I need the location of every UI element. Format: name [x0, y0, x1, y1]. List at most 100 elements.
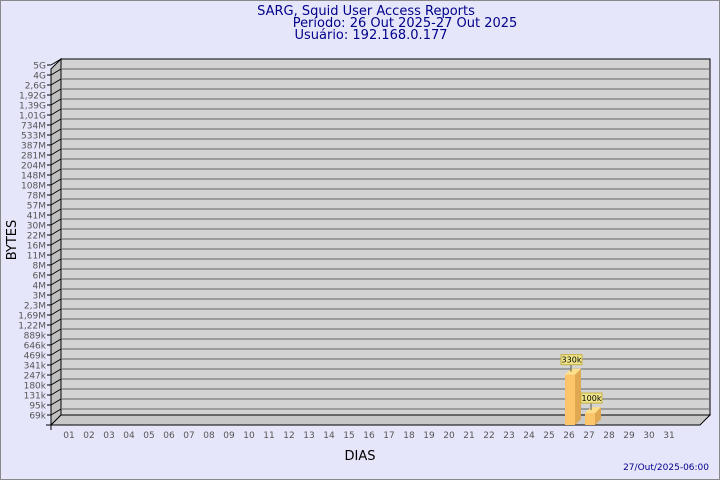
y-tick-label: 78M	[27, 192, 46, 202]
x-tick-label: 04	[123, 431, 135, 441]
x-tick-label: 26	[563, 431, 575, 441]
y-tick-label: 1,69M	[18, 312, 46, 322]
gridline-side	[50, 178, 62, 186]
x-tick-label: 27	[583, 431, 594, 441]
gridline-side	[50, 68, 62, 76]
x-tick-label: 31	[663, 431, 674, 441]
gridline-side	[50, 148, 62, 156]
gridline-side	[50, 258, 62, 266]
x-tick-label: 30	[643, 431, 655, 441]
y-axis-label: BYTES	[5, 220, 20, 261]
y-tick-label: 11M	[27, 252, 46, 262]
y-tick-label: 57M	[27, 202, 46, 212]
y-tick-label: 1,22M	[18, 322, 46, 332]
gridline-side	[50, 78, 62, 86]
gridline-side	[50, 88, 62, 96]
y-tick-label: 69k	[29, 412, 46, 422]
y-tick-label: 95k	[29, 402, 46, 412]
x-tick-label: 05	[143, 431, 154, 441]
x-tick-label: 23	[503, 431, 514, 441]
gridline-side	[50, 398, 62, 406]
gridline-side	[50, 58, 62, 66]
x-tick-label: 22	[483, 431, 494, 441]
x-tick-label: 01	[63, 431, 74, 441]
gridline-side	[50, 108, 62, 116]
gridline-side	[50, 288, 62, 296]
y-tick-label: 3M	[33, 292, 47, 302]
y-tick-label: 4M	[33, 282, 47, 292]
gridline-side	[50, 168, 62, 176]
x-tick-label: 17	[383, 431, 394, 441]
x-tick-label: 06	[163, 431, 175, 441]
y-tick-label: 646k	[24, 342, 47, 352]
gridline-side	[50, 188, 62, 196]
y-tick-label: 41M	[27, 212, 46, 222]
data-label-box	[560, 354, 583, 366]
gridline-side	[50, 408, 62, 416]
x-axis-label: DIAS	[345, 449, 376, 464]
y-tick-label: 469k	[24, 352, 47, 362]
gridline-side	[50, 238, 62, 246]
x-tick-label: 15	[343, 431, 354, 441]
gridline-side	[50, 308, 62, 316]
y-tick-label: 281M	[21, 152, 46, 162]
floor	[49, 414, 712, 426]
y-tick-label: 2,6G	[25, 82, 46, 92]
gridline-side	[50, 128, 62, 136]
y-tick-label: 204M	[21, 162, 46, 172]
y-tick-label: 8M	[33, 262, 47, 272]
y-tick-label: 6M	[33, 272, 47, 282]
bar-top	[565, 368, 581, 375]
x-tick-label: 14	[323, 431, 335, 441]
x-tick-label: 10	[243, 431, 255, 441]
y-tick-label: 889k	[24, 332, 47, 342]
x-tick-label: 12	[283, 431, 294, 441]
gridline-side	[50, 338, 62, 346]
y-tick-label: 5G	[33, 62, 46, 72]
gridline-side	[50, 118, 62, 126]
gridline-side	[50, 368, 62, 376]
y-tick-label: 148M	[21, 172, 46, 182]
gridline-side	[50, 138, 62, 146]
x-tick-label: 21	[463, 431, 474, 441]
gridline-side	[50, 218, 62, 226]
x-tick-label: 02	[83, 431, 94, 441]
y-tick-label: 22M	[27, 232, 46, 242]
bar-top	[585, 407, 601, 414]
bar-26	[565, 374, 575, 425]
back-wall	[60, 58, 711, 416]
chart-subtitle-user: Usuário: 192.168.0.177	[294, 28, 447, 43]
x-tick-label: 25	[543, 431, 554, 441]
gridline-side	[50, 268, 62, 276]
bar-side	[575, 368, 581, 425]
gridline-side	[50, 328, 62, 336]
x-tick-label: 29	[623, 431, 635, 441]
bar-side	[595, 407, 601, 425]
x-tick-label: 24	[523, 431, 535, 441]
y-tick-label: 387M	[21, 142, 46, 152]
data-label-box	[580, 392, 603, 404]
gridline-side	[50, 208, 62, 216]
x-tick-label: 28	[603, 431, 615, 441]
y-tick-label: 108M	[21, 182, 46, 192]
x-tick-label: 19	[423, 431, 435, 441]
bar-27	[585, 413, 595, 425]
y-tick-label: 2,3M	[24, 302, 46, 312]
y-tick-label: 247k	[24, 372, 47, 382]
gridline-side	[50, 378, 62, 386]
y-tick-label: 180k	[24, 382, 47, 392]
gridline-side	[50, 98, 62, 106]
footer-date: 27/Out/2025-06:00	[623, 463, 709, 473]
x-tick-label: 11	[263, 431, 274, 441]
y-tick-label: 1,01G	[19, 112, 46, 122]
gridline-side	[50, 278, 62, 286]
y-tick-label: 734M	[21, 122, 46, 132]
data-label: 100k	[582, 394, 602, 403]
gridline-side	[50, 198, 62, 206]
gridline-side	[50, 318, 62, 326]
gridline-side	[50, 388, 62, 396]
gridline-side	[50, 298, 62, 306]
y-tick-label: 30M	[27, 222, 46, 232]
chart-title: SARG, Squid User Access Reports	[257, 4, 475, 19]
